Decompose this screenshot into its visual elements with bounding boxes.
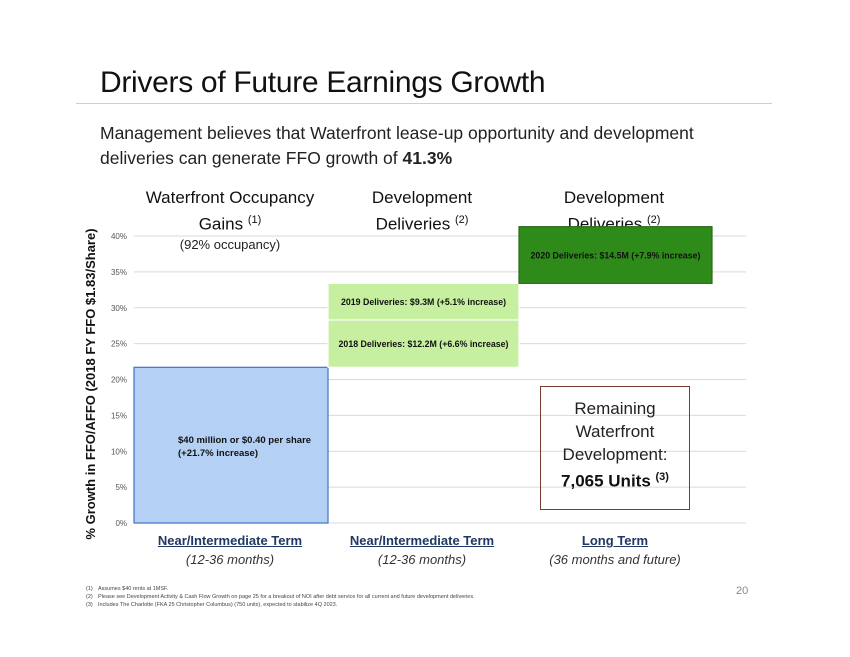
column-heading-development-1: Development Deliveries (2) <box>352 186 492 236</box>
slide-title: Drivers of Future Earnings Growth <box>100 66 546 99</box>
column-heading-note: (2) <box>454 214 469 226</box>
remaining-units-note: (3) <box>655 471 669 483</box>
term-label: Near/Intermediate Term <box>157 533 303 548</box>
footnote-number: (2) <box>86 594 93 600</box>
bar-segment <box>133 366 329 524</box>
subtitle-highlight: 41.3% <box>402 148 453 168</box>
remaining-units: 7,065 Units (3) <box>541 466 689 493</box>
footnote-text: Includes The Charlotte (FKA 25 Christoph… <box>98 602 338 608</box>
title-divider <box>76 103 772 104</box>
remaining-units-value: 7,065 Units <box>561 471 651 491</box>
term-duration: (12-36 months) <box>377 552 467 567</box>
remaining-line: Remaining <box>574 399 656 418</box>
bar-segment <box>518 226 713 284</box>
column-heading-note: (2) <box>646 214 661 226</box>
column-heading-note: (1) <box>247 214 262 226</box>
footnote-text: Please see Development Activity & Cash F… <box>98 594 475 600</box>
data-label: $40 million or $0.40 per share <box>178 435 311 446</box>
column-subheading: (92% occupancy) <box>179 237 281 252</box>
remaining-line: Waterfront <box>575 422 655 441</box>
footnotes: (1) Assumes $40 rents at 1MSF. (2) Please … <box>86 585 475 609</box>
remaining-development-box: Remaining Waterfront Development: 7,065 … <box>540 386 690 510</box>
y-tick-label: 15% <box>111 411 127 420</box>
y-tick-label: 25% <box>111 340 127 349</box>
footnote: (1) Assumes $40 rents at 1MSF. <box>86 585 475 593</box>
y-tick-label: 40% <box>111 232 127 241</box>
footnote-number: (3) <box>86 602 93 608</box>
footnote: (2) Please see Development Activity & Cas… <box>86 593 475 601</box>
column-heading-text: Development Deliveries <box>371 188 473 234</box>
data-label: 2020 Deliveries: $14.5M (+7.9% increase) <box>531 251 701 261</box>
y-tick-label: 5% <box>115 483 127 492</box>
y-tick-label: 30% <box>111 304 127 313</box>
bar-segment <box>327 282 520 321</box>
term-label: Near/Intermediate Term <box>349 533 495 548</box>
footnote: (3) Includes The Charlotte (FKA 25 Christ… <box>86 601 475 609</box>
data-label: (+21.7% increase) <box>178 448 258 459</box>
data-label: 2019 Deliveries: $9.3M (+5.1% increase) <box>341 297 506 307</box>
footnote-number: (1) <box>86 586 93 592</box>
y-tick-label: 35% <box>111 268 127 277</box>
y-tick-label: 20% <box>111 376 127 385</box>
term-duration: (12-36 months) <box>185 552 275 567</box>
column-heading-text: Waterfront Occupancy Gains <box>145 188 315 234</box>
data-label: 2018 Deliveries: $12.2M (+6.6% increase) <box>339 339 509 349</box>
page-number: 20 <box>736 585 749 597</box>
y-tick-label: 0% <box>115 519 127 528</box>
column-heading-waterfront: Waterfront Occupancy Gains (1) <box>130 186 330 236</box>
term-duration: (36 months and future) <box>549 552 681 567</box>
remaining-line: Development: <box>562 445 668 464</box>
subtitle-text: Management believes that Waterfront leas… <box>100 123 694 168</box>
slide-subtitle: Management believes that Waterfront leas… <box>100 121 740 171</box>
footnote-text: Assumes $40 rents at 1MSF. <box>98 586 169 592</box>
term-label: Long Term <box>581 533 649 548</box>
y-tick-label: 10% <box>111 447 127 456</box>
